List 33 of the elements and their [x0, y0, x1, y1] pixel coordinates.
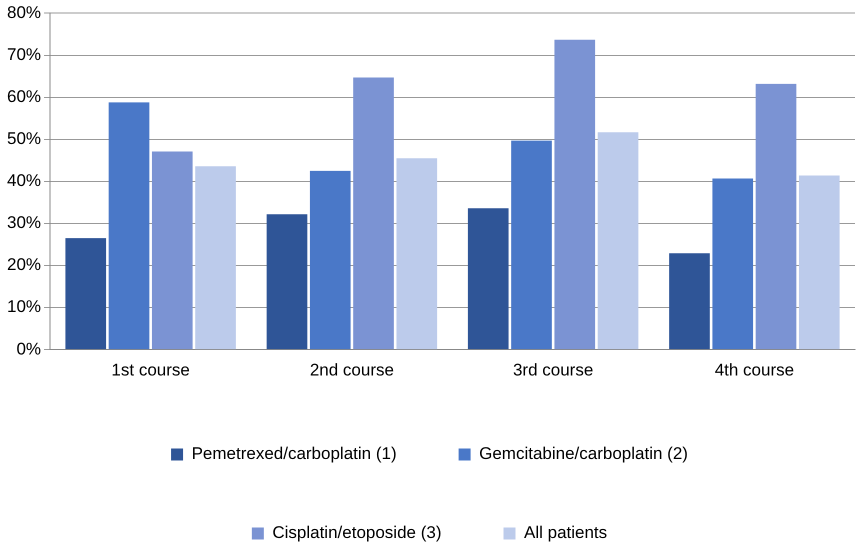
- bar: [511, 140, 552, 350]
- bar: [598, 132, 638, 350]
- y-tick-label: 0%: [16, 339, 42, 358]
- x-tick-label: 1st course: [111, 360, 190, 380]
- y-tick-label: 20%: [6, 255, 42, 274]
- bar: [554, 40, 596, 350]
- y-tick-label: 30%: [6, 213, 42, 232]
- bar: [396, 158, 438, 350]
- x-tick-label: 2nd course: [310, 360, 394, 380]
- bar: [353, 78, 394, 350]
- bar: [756, 84, 796, 350]
- legend-label: Pemetrexed/carboplatin (1): [192, 444, 397, 464]
- y-tick-label: 80%: [6, 2, 42, 22]
- legend-label: Cisplatin/etoposide (3): [272, 523, 442, 542]
- y-tick-label: 60%: [6, 86, 42, 106]
- bar: [108, 102, 150, 350]
- bar: [310, 170, 351, 350]
- legend-label: All patients: [524, 523, 608, 542]
- y-tick-label: 10%: [6, 297, 42, 316]
- bar: [798, 176, 840, 350]
- y-tick-label: 50%: [6, 129, 42, 148]
- bar: [712, 178, 754, 350]
- bar: [468, 208, 509, 350]
- bar: [195, 166, 236, 350]
- x-tick-label: 4th course: [714, 360, 794, 380]
- x-tick-label: 3rd course: [512, 360, 594, 380]
- bar: [669, 253, 710, 350]
- y-tick-label: 70%: [6, 44, 42, 64]
- bar: [266, 214, 308, 350]
- bar: [65, 238, 106, 350]
- bar: [152, 152, 193, 350]
- y-tick-label: 40%: [6, 171, 42, 190]
- legend-label: Gemcitabine/carboplatin (2): [479, 444, 688, 464]
